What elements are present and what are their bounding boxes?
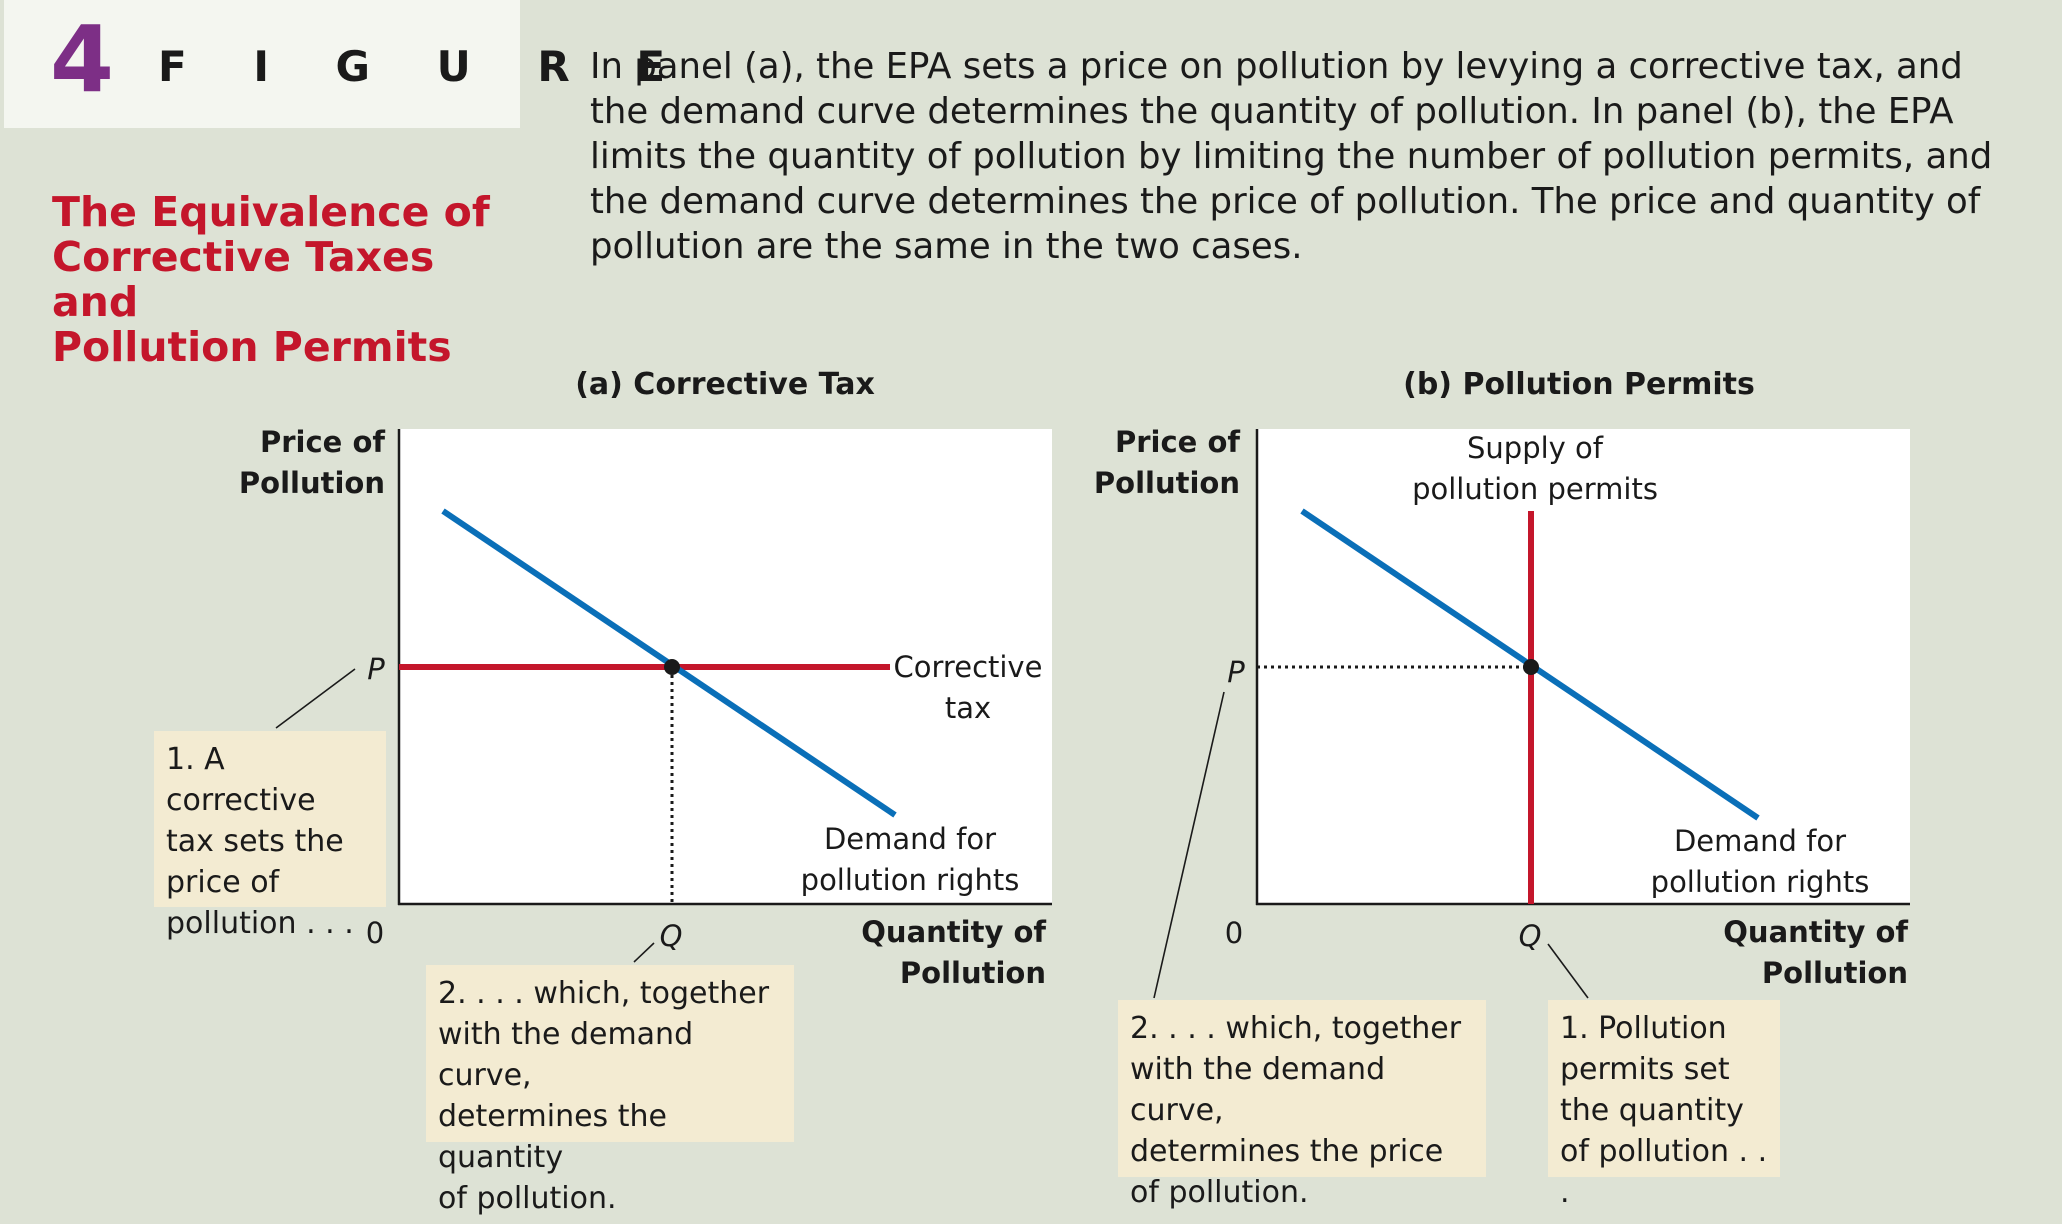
figure-title-line: The Equivalence of <box>52 188 490 236</box>
note-line: with the demand curve, <box>438 1017 694 1093</box>
panel-a-title: (a) Corrective Tax <box>575 367 875 402</box>
panel-b-q-label: Q <box>1519 919 1542 953</box>
note-line: of pollution . . . <box>1560 1134 1768 1210</box>
note-line: with the demand curve, <box>1130 1052 1386 1128</box>
panel-a-note-2-pointer <box>633 942 655 963</box>
panel-b-y-label: Pollution <box>1094 466 1240 500</box>
panel-b-note-1-pointer <box>1547 943 1589 999</box>
panel-b-demand-label: Demand for <box>1674 824 1846 858</box>
panel-b-note-2: 2. . . . which, together with the demand… <box>1118 1000 1486 1210</box>
note-line: 2. . . . which, together <box>438 976 770 1011</box>
note-line: 1. Pollution <box>1560 1011 1727 1046</box>
panel-b-x-label: Pollution <box>1762 956 1908 990</box>
figure-title-line: Corrective Taxes and <box>52 233 435 326</box>
panel-b-y-label: Price of <box>1115 425 1240 459</box>
note-line: permits set <box>1560 1052 1730 1087</box>
figure-number: 4 <box>50 6 115 113</box>
panel-a-demand-label: pollution rights <box>801 863 1020 897</box>
panel-b-origin: 0 <box>1225 916 1243 950</box>
panel-b-note-1: 1. Pollution permits set the quantity of… <box>1548 1000 1780 1210</box>
panel-a-origin: 0 <box>366 916 384 950</box>
panel-a-y-label: Price of <box>260 425 385 459</box>
note-line: of pollution. <box>438 1181 617 1216</box>
panel-b-policy-label: Supply of <box>1467 431 1604 465</box>
note-line: 1. A corrective <box>166 742 316 818</box>
figure-caption: In panel (a), the EPA sets a price on po… <box>590 46 1993 267</box>
note-line: price of <box>166 865 280 900</box>
panel-a-equilibrium-point <box>664 659 680 675</box>
panel-a-note-1: 1. A corrective tax sets the price of po… <box>154 731 386 941</box>
panel-b-title: (b) Pollution Permits <box>1403 367 1755 402</box>
panel-a-y-label: Pollution <box>239 466 385 500</box>
note-line: the quantity <box>1560 1093 1744 1128</box>
panel-b-x-label: Quantity of <box>1723 915 1908 949</box>
figure-word: F I G U R E <box>158 42 692 91</box>
panel-b-demand-label: pollution rights <box>1651 865 1870 899</box>
panel-a-x-label: Pollution <box>900 956 1046 990</box>
figure-header-box <box>4 0 520 128</box>
panel-a-demand-label: Demand for <box>824 822 996 856</box>
panel-a-x-label: Quantity of <box>861 915 1046 949</box>
panel-a-policy-label: Corrective <box>894 650 1043 684</box>
note-line: of pollution. <box>1130 1175 1309 1210</box>
note-line: pollution . . . <box>166 906 354 941</box>
note-line: tax sets the <box>166 824 344 859</box>
panel-b-plot-area <box>1257 429 1910 904</box>
note-line: 2. . . . which, together <box>1130 1011 1462 1046</box>
panel-b-p-label: P <box>1227 655 1245 689</box>
panel-a-note-2: 2. . . . which, together with the demand… <box>426 965 794 1216</box>
panel-b-equilibrium-point <box>1523 659 1539 675</box>
panel-a-note-1-pointer <box>275 668 356 729</box>
figure-title-line: Pollution Permits <box>52 323 452 371</box>
note-line: determines the quantity <box>438 1099 667 1175</box>
panel-b-policy-label: pollution permits <box>1412 472 1658 506</box>
panel-a-policy-label: tax <box>945 691 991 725</box>
panel-a-q-label: Q <box>660 919 683 953</box>
panel-a-p-label: P <box>367 652 385 686</box>
note-line: determines the price <box>1130 1134 1444 1169</box>
panel-b-note-2-pointer <box>1153 691 1225 999</box>
figure-title: The Equivalence of Corrective Taxes and … <box>52 190 492 370</box>
